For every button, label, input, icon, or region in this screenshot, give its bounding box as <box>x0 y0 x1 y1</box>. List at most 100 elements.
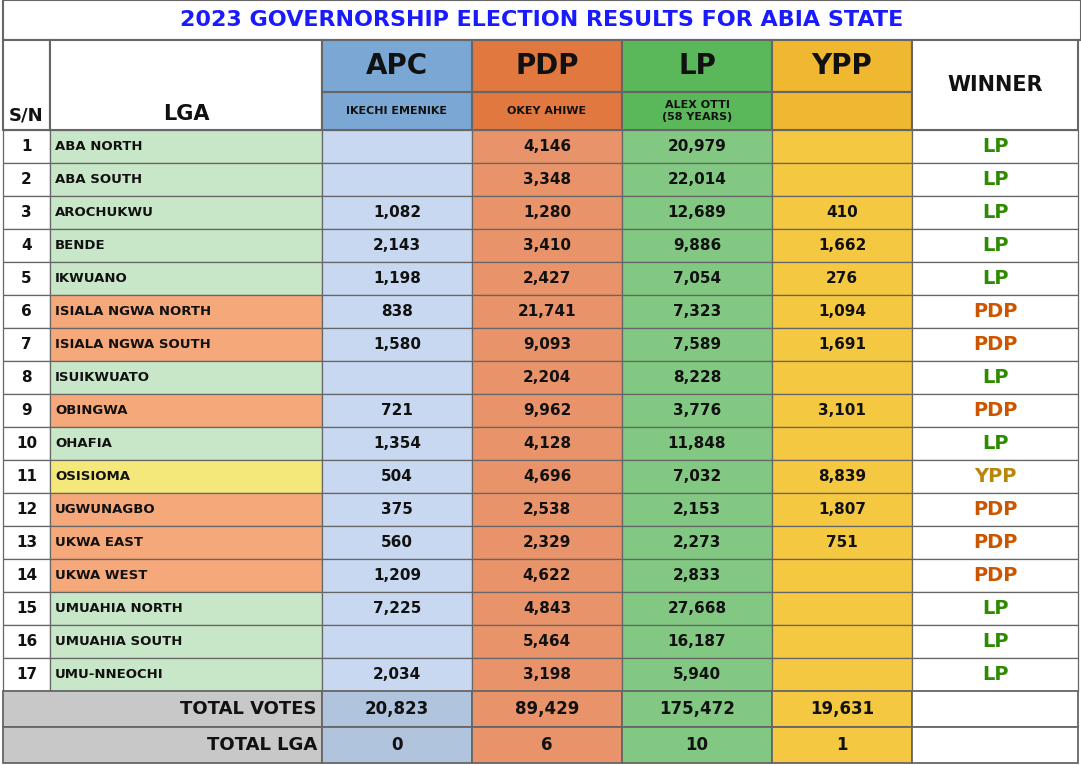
Bar <box>472 130 622 163</box>
Text: ISIALA NGWA SOUTH: ISIALA NGWA SOUTH <box>55 338 211 351</box>
Bar <box>472 328 622 361</box>
Text: 2023 GOVERNORSHIP ELECTION RESULTS FOR ABIA STATE: 2023 GOVERNORSHIP ELECTION RESULTS FOR A… <box>181 10 904 30</box>
Bar <box>322 40 472 92</box>
Text: LP: LP <box>982 599 1009 618</box>
Bar <box>622 229 772 262</box>
Bar <box>3 592 50 625</box>
Bar <box>472 196 622 229</box>
Text: 2,204: 2,204 <box>523 370 571 385</box>
Bar <box>772 196 912 229</box>
Text: TOTAL VOTES: TOTAL VOTES <box>181 700 317 718</box>
Text: UMUAHIA SOUTH: UMUAHIA SOUTH <box>55 635 183 648</box>
Bar <box>772 295 912 328</box>
Bar <box>912 328 1078 361</box>
Text: PDP: PDP <box>973 401 1017 420</box>
Bar <box>3 526 50 559</box>
Bar <box>772 625 912 658</box>
Text: 12,689: 12,689 <box>668 205 726 220</box>
Bar <box>912 163 1078 196</box>
Bar <box>472 40 622 92</box>
Bar <box>472 658 622 691</box>
Bar <box>772 460 912 493</box>
Text: 4,128: 4,128 <box>523 436 571 451</box>
Text: LP: LP <box>982 203 1009 222</box>
Text: PDP: PDP <box>973 302 1017 321</box>
Bar <box>50 559 322 592</box>
Text: 6: 6 <box>22 304 31 319</box>
Text: 7,054: 7,054 <box>673 271 721 286</box>
Bar <box>3 493 50 526</box>
Bar <box>50 460 322 493</box>
Bar <box>912 130 1078 163</box>
Bar <box>322 592 472 625</box>
Bar <box>772 361 912 394</box>
Bar <box>472 295 622 328</box>
Text: 1,082: 1,082 <box>373 205 422 220</box>
Text: 16: 16 <box>16 634 37 649</box>
Text: UKWA EAST: UKWA EAST <box>55 536 143 549</box>
Bar <box>472 394 622 427</box>
Bar <box>772 691 912 727</box>
Bar <box>472 493 622 526</box>
Bar <box>622 592 772 625</box>
Bar <box>472 460 622 493</box>
Bar <box>3 658 50 691</box>
Bar <box>3 328 50 361</box>
Bar <box>472 559 622 592</box>
Bar <box>3 394 50 427</box>
Bar <box>472 163 622 196</box>
Text: 276: 276 <box>826 271 858 286</box>
Text: 3: 3 <box>22 205 31 220</box>
Bar <box>622 163 772 196</box>
Bar <box>772 40 912 92</box>
Bar <box>3 0 1081 40</box>
Text: 4,843: 4,843 <box>523 601 571 616</box>
Text: 20,823: 20,823 <box>365 700 429 718</box>
Text: LP: LP <box>982 236 1009 255</box>
Bar <box>322 130 472 163</box>
Text: 375: 375 <box>382 502 413 517</box>
Text: 1: 1 <box>22 139 31 154</box>
Bar <box>3 130 50 163</box>
Bar <box>912 295 1078 328</box>
Bar <box>322 163 472 196</box>
Text: PDP: PDP <box>973 533 1017 552</box>
Bar <box>472 727 622 763</box>
Bar <box>322 727 472 763</box>
Bar <box>912 658 1078 691</box>
Text: 2,427: 2,427 <box>523 271 571 286</box>
Bar <box>772 559 912 592</box>
Text: IKECHI EMENIKE: IKECHI EMENIKE <box>347 106 448 116</box>
Text: 2,538: 2,538 <box>523 502 571 517</box>
Text: ABA NORTH: ABA NORTH <box>55 140 143 153</box>
Text: ISUIKWUATO: ISUIKWUATO <box>55 371 150 384</box>
Bar <box>472 229 622 262</box>
Bar <box>322 262 472 295</box>
Bar <box>3 691 322 727</box>
Bar <box>322 361 472 394</box>
Bar <box>622 92 772 130</box>
Text: 3,198: 3,198 <box>523 667 571 682</box>
Bar <box>912 262 1078 295</box>
Bar <box>622 625 772 658</box>
Text: TOTAL LGA: TOTAL LGA <box>206 736 317 754</box>
Bar <box>622 427 772 460</box>
Bar <box>772 92 912 130</box>
Bar <box>912 691 1078 727</box>
Text: 22,014: 22,014 <box>668 172 726 187</box>
Text: 27,668: 27,668 <box>667 601 726 616</box>
Bar <box>3 163 50 196</box>
Bar <box>772 163 912 196</box>
Text: 560: 560 <box>381 535 413 550</box>
Bar <box>772 229 912 262</box>
Bar <box>3 295 50 328</box>
Bar <box>472 526 622 559</box>
Bar <box>912 526 1078 559</box>
Text: PDP: PDP <box>516 52 578 80</box>
Text: 10: 10 <box>685 736 708 754</box>
Text: 504: 504 <box>382 469 413 484</box>
Text: 9,886: 9,886 <box>672 238 721 253</box>
Text: 9,962: 9,962 <box>523 403 571 418</box>
Text: LP: LP <box>982 137 1009 156</box>
Bar <box>50 427 322 460</box>
